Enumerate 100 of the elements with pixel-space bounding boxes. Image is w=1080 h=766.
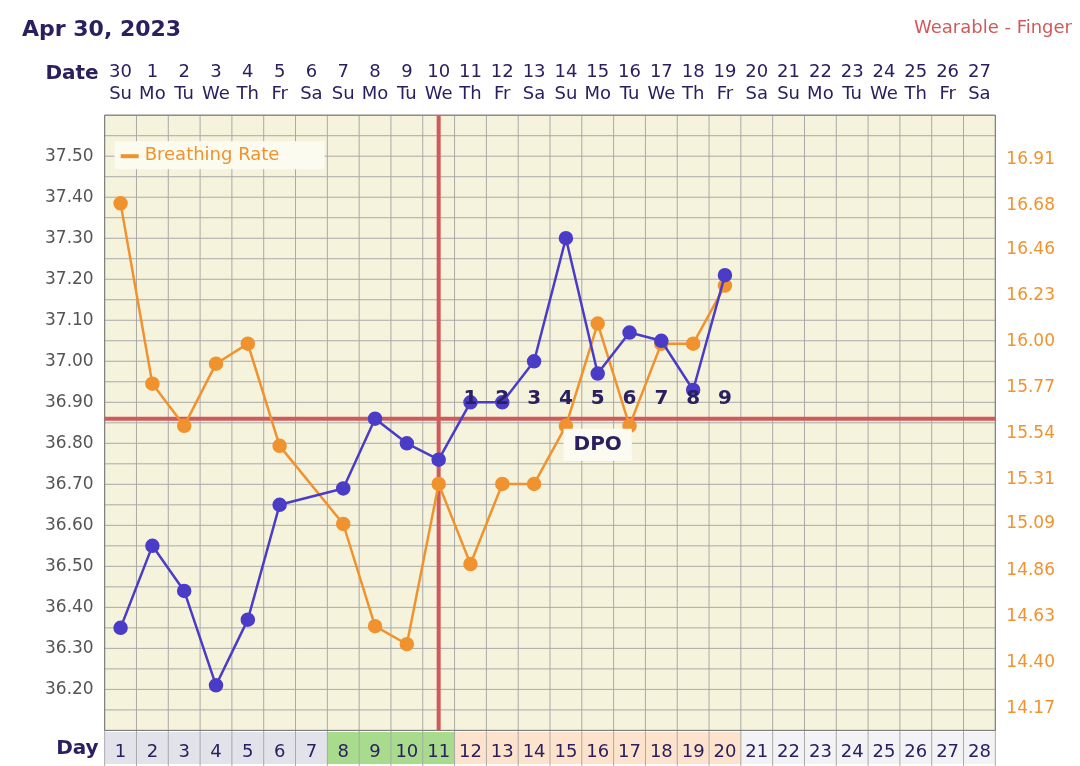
x2-tick-label: 27 xyxy=(936,739,960,761)
x-tick-label: 26 Fr xyxy=(936,60,960,104)
y-tick-label: 37.20 xyxy=(45,267,94,288)
x2-tick-label: 16 xyxy=(586,739,610,761)
point xyxy=(558,230,574,246)
x-tick-label: 6 Sa xyxy=(300,60,323,104)
x2-tick-label: 5 xyxy=(242,739,254,761)
annotation: 5 xyxy=(590,384,605,409)
x-tick-label: 7 Su xyxy=(331,60,355,104)
point xyxy=(335,481,351,496)
point xyxy=(399,436,415,451)
y2-tick-label: 14.63 xyxy=(1006,604,1055,625)
point xyxy=(367,618,383,634)
annotation: 9 xyxy=(717,384,732,409)
x2-tick-label: 21 xyxy=(745,739,769,761)
annotation: 6 xyxy=(622,384,637,409)
x2-tick-label: 13 xyxy=(490,739,514,761)
x-tick-label: 22 Mo xyxy=(807,60,834,104)
x-tick-label: 2 Tu xyxy=(173,60,195,104)
y2-tick-label: 15.31 xyxy=(1006,468,1055,489)
y2-tick-label: 14.17 xyxy=(1006,696,1055,717)
x2-axis-title: Day xyxy=(56,735,99,760)
x2-tick-label: 22 xyxy=(777,739,801,761)
x-tick-label: 20 Sa xyxy=(745,60,769,104)
point xyxy=(272,438,287,454)
y-tick-label: 36.20 xyxy=(45,677,94,698)
y2-tick-label: 14.86 xyxy=(1006,558,1055,579)
x2-tick-label: 11 xyxy=(427,739,451,761)
point xyxy=(176,583,192,599)
point xyxy=(335,516,351,532)
y-tick-label: 36.70 xyxy=(45,472,94,493)
x-tick-label: 16 Tu xyxy=(618,60,641,104)
y-tick-label: 36.60 xyxy=(45,513,94,534)
x-tick-label: 25 Th xyxy=(903,60,928,104)
x-tick-label: 13 Sa xyxy=(522,60,546,104)
x2-tick-label: 7 xyxy=(305,739,318,761)
x2-tick-label: 12 xyxy=(459,739,482,761)
point xyxy=(145,376,160,391)
x-tick-label: 27 Sa xyxy=(967,60,991,104)
point xyxy=(495,476,510,492)
x2-tick-label: 15 xyxy=(554,739,578,761)
x2-tick-label: 28 xyxy=(967,739,991,761)
y-tick-label: 36.40 xyxy=(45,595,94,616)
point xyxy=(526,354,542,369)
y2-tick-label: 16.23 xyxy=(1006,283,1055,304)
x-tick-label: 10 We xyxy=(424,60,453,104)
point xyxy=(717,267,733,283)
x-tick-label: 9 Tu xyxy=(396,60,417,104)
point xyxy=(176,418,192,434)
x2-tick-label: 3 xyxy=(178,739,190,761)
x-tick-label: 4 Th xyxy=(235,60,260,104)
annotation: 4 xyxy=(558,384,573,409)
point xyxy=(367,411,383,426)
point xyxy=(272,497,287,513)
x-tick-label: 12 Fr xyxy=(490,60,514,104)
y-tick-label: 36.90 xyxy=(45,390,94,411)
y-tick-label: 36.30 xyxy=(45,636,94,657)
point xyxy=(463,556,478,572)
y-tick-label: 36.50 xyxy=(45,554,94,575)
x-tick-label: 14 Su xyxy=(554,60,578,104)
x2-tick-label: 23 xyxy=(808,739,832,761)
point xyxy=(685,336,701,351)
point xyxy=(431,452,446,467)
point xyxy=(240,612,256,627)
point xyxy=(208,356,224,371)
x-tick-label: 3 We xyxy=(202,60,230,104)
x2-tick-label: 14 xyxy=(522,739,546,761)
x2-tick-label: 20 xyxy=(713,739,737,761)
annotation: DPO xyxy=(573,430,622,455)
y2-tick-label: 16.91 xyxy=(1006,147,1055,168)
annotation: 3 xyxy=(527,384,542,409)
y-tick-label: 37.50 xyxy=(45,144,94,165)
y-tick-label: 37.40 xyxy=(45,185,94,206)
legend-label: Breathing Rate xyxy=(144,142,280,164)
x2-tick-label: 6 xyxy=(273,739,286,761)
x2-tick-label: 2 xyxy=(146,739,159,761)
x-tick-label: 11 Th xyxy=(458,60,482,104)
x2-tick-label: 18 xyxy=(649,739,673,761)
annotation: 7 xyxy=(654,384,669,409)
x-tick-label: 17 We xyxy=(647,60,676,104)
y2-tick-label: 15.54 xyxy=(1006,422,1055,443)
point xyxy=(431,476,446,492)
point xyxy=(399,636,415,652)
y2-tick-label: 16.00 xyxy=(1006,330,1055,351)
y-tick-label: 37.10 xyxy=(45,308,94,329)
x-tick-label: 1 Mo xyxy=(139,60,166,104)
y2-tick-label: 16.68 xyxy=(1006,193,1055,214)
x2-tick-label: 17 xyxy=(618,739,641,761)
point xyxy=(145,538,160,554)
y2-tick-label: 14.40 xyxy=(1006,650,1055,671)
x-tick-label: 19 Fr xyxy=(713,60,737,104)
x-tick-label: 5 Fr xyxy=(271,60,289,104)
x-tick-label: 8 Mo xyxy=(361,60,389,104)
point xyxy=(526,476,542,492)
point xyxy=(622,325,637,340)
chart-subtitle: Wearable - Finger xyxy=(913,16,1072,37)
x2-tick-label: 10 xyxy=(395,739,419,761)
point xyxy=(590,316,605,331)
chart-title: Apr 30, 2023 xyxy=(22,16,182,41)
point xyxy=(208,678,224,693)
